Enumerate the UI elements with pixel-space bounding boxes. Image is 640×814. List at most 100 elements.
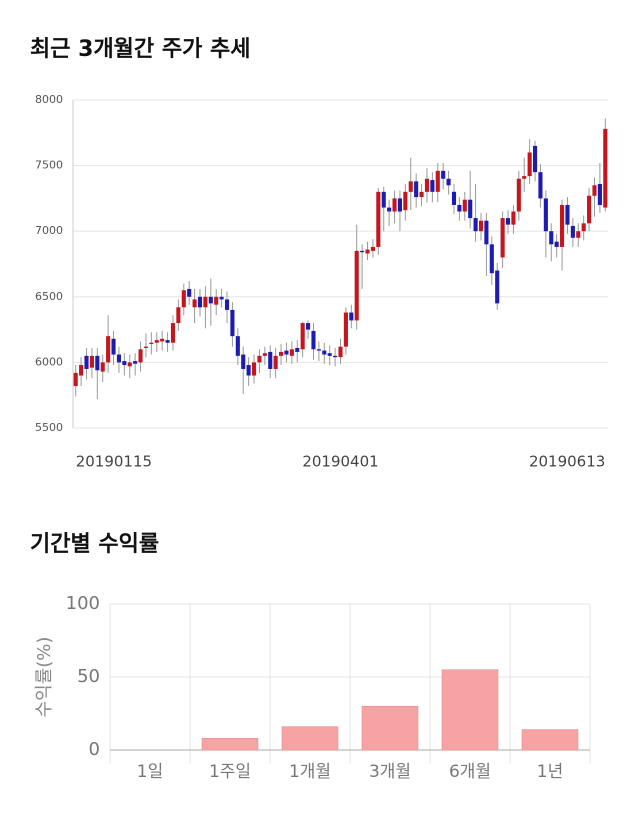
y-tick-label: 7000 xyxy=(35,224,63,237)
candle-body xyxy=(268,351,273,369)
candle-body xyxy=(543,198,548,232)
candle-body xyxy=(116,354,121,363)
candle-body xyxy=(257,355,262,363)
candle-body xyxy=(527,152,532,177)
candle-body xyxy=(84,355,89,369)
candle-body xyxy=(246,365,251,376)
y-tick-label: 100 xyxy=(66,593,100,614)
candle-body xyxy=(106,336,111,363)
candle-body xyxy=(511,211,516,225)
candle-body xyxy=(316,349,321,351)
candle-body xyxy=(230,309,235,337)
x-tick-label: 1일 xyxy=(137,762,163,782)
candle-body xyxy=(549,231,554,245)
candle-body xyxy=(435,170,440,192)
y-tick-label: 6000 xyxy=(35,355,63,368)
candle-body xyxy=(133,361,138,364)
candle-body xyxy=(522,176,527,179)
candle-body xyxy=(176,307,181,324)
candle-body xyxy=(138,349,143,363)
candle-body xyxy=(587,195,592,224)
candle-body xyxy=(235,336,240,356)
bar xyxy=(201,738,259,751)
x-tick-label: 20190613 xyxy=(529,453,605,471)
y-tick-label: 50 xyxy=(77,666,100,687)
candle-body xyxy=(192,299,197,308)
candle-body xyxy=(473,218,478,232)
candle-body xyxy=(462,199,467,212)
candle-body xyxy=(262,353,267,356)
candle-body xyxy=(284,350,289,355)
candle-body xyxy=(219,296,224,300)
candle-body xyxy=(576,231,581,238)
candle-body xyxy=(289,349,294,356)
candle-body xyxy=(300,323,305,350)
candle-body xyxy=(187,288,192,297)
candle-body xyxy=(100,362,105,372)
candle-body xyxy=(251,362,257,376)
candle-body xyxy=(468,199,473,219)
candle-body xyxy=(565,204,570,225)
candle-body xyxy=(603,128,608,208)
candle-body xyxy=(392,198,397,212)
candle-body xyxy=(581,223,586,232)
candle-body xyxy=(208,296,213,304)
candle-body xyxy=(408,181,413,192)
candle-body xyxy=(165,340,170,343)
candle-body xyxy=(354,250,359,321)
x-tick-label: 3개월 xyxy=(369,762,411,782)
candle-body xyxy=(360,250,365,253)
bar xyxy=(281,726,339,751)
candle-body xyxy=(122,361,127,366)
bar xyxy=(441,669,499,751)
y-tick-label: 8000 xyxy=(35,93,63,106)
candle-body xyxy=(570,225,575,238)
candle-body xyxy=(224,299,230,310)
candle-body xyxy=(214,296,219,305)
candle-body xyxy=(338,346,343,358)
candle-body xyxy=(592,185,597,196)
candle-body xyxy=(560,204,565,247)
candle-body xyxy=(143,346,149,348)
candle-body xyxy=(495,270,500,304)
candle-body xyxy=(538,172,543,199)
candle-body xyxy=(441,170,446,179)
y-tick-label: 7500 xyxy=(35,159,63,172)
candle-body xyxy=(306,323,311,330)
x-tick-label: 1개월 xyxy=(289,762,331,782)
candle-body xyxy=(403,191,408,211)
candle-body xyxy=(381,191,386,208)
x-tick-label: 1년 xyxy=(537,762,563,782)
candle-body xyxy=(73,372,78,387)
candle-body xyxy=(197,296,203,308)
candle-body xyxy=(170,323,176,343)
x-tick-label: 6개월 xyxy=(449,762,491,782)
candle-body xyxy=(203,296,208,308)
candle-body xyxy=(241,354,246,369)
candle-body xyxy=(457,204,462,212)
candle-body xyxy=(505,218,511,225)
chart-title: 최근 3개월간 주가 추세 xyxy=(30,37,250,62)
candle-body xyxy=(295,347,300,352)
candle-body xyxy=(370,246,375,251)
candle-body xyxy=(424,178,430,192)
y-tick-label: 6500 xyxy=(35,290,63,303)
candle-body xyxy=(95,355,100,371)
candle-body xyxy=(484,220,489,245)
candle-body xyxy=(419,191,424,198)
candle-body xyxy=(349,312,354,321)
candle-body xyxy=(322,350,327,355)
candle-body xyxy=(516,178,521,212)
candle-body xyxy=(127,362,132,367)
candle-body xyxy=(311,330,316,350)
bar xyxy=(361,705,419,751)
candle-body xyxy=(273,355,278,369)
candle-body xyxy=(597,183,602,205)
candle-body xyxy=(111,338,116,355)
candle-body xyxy=(79,365,84,376)
candle-body xyxy=(554,241,559,247)
chart-title: 기간별 수익률 xyxy=(30,532,159,557)
candle-body xyxy=(397,198,402,212)
candle-body xyxy=(500,218,505,258)
